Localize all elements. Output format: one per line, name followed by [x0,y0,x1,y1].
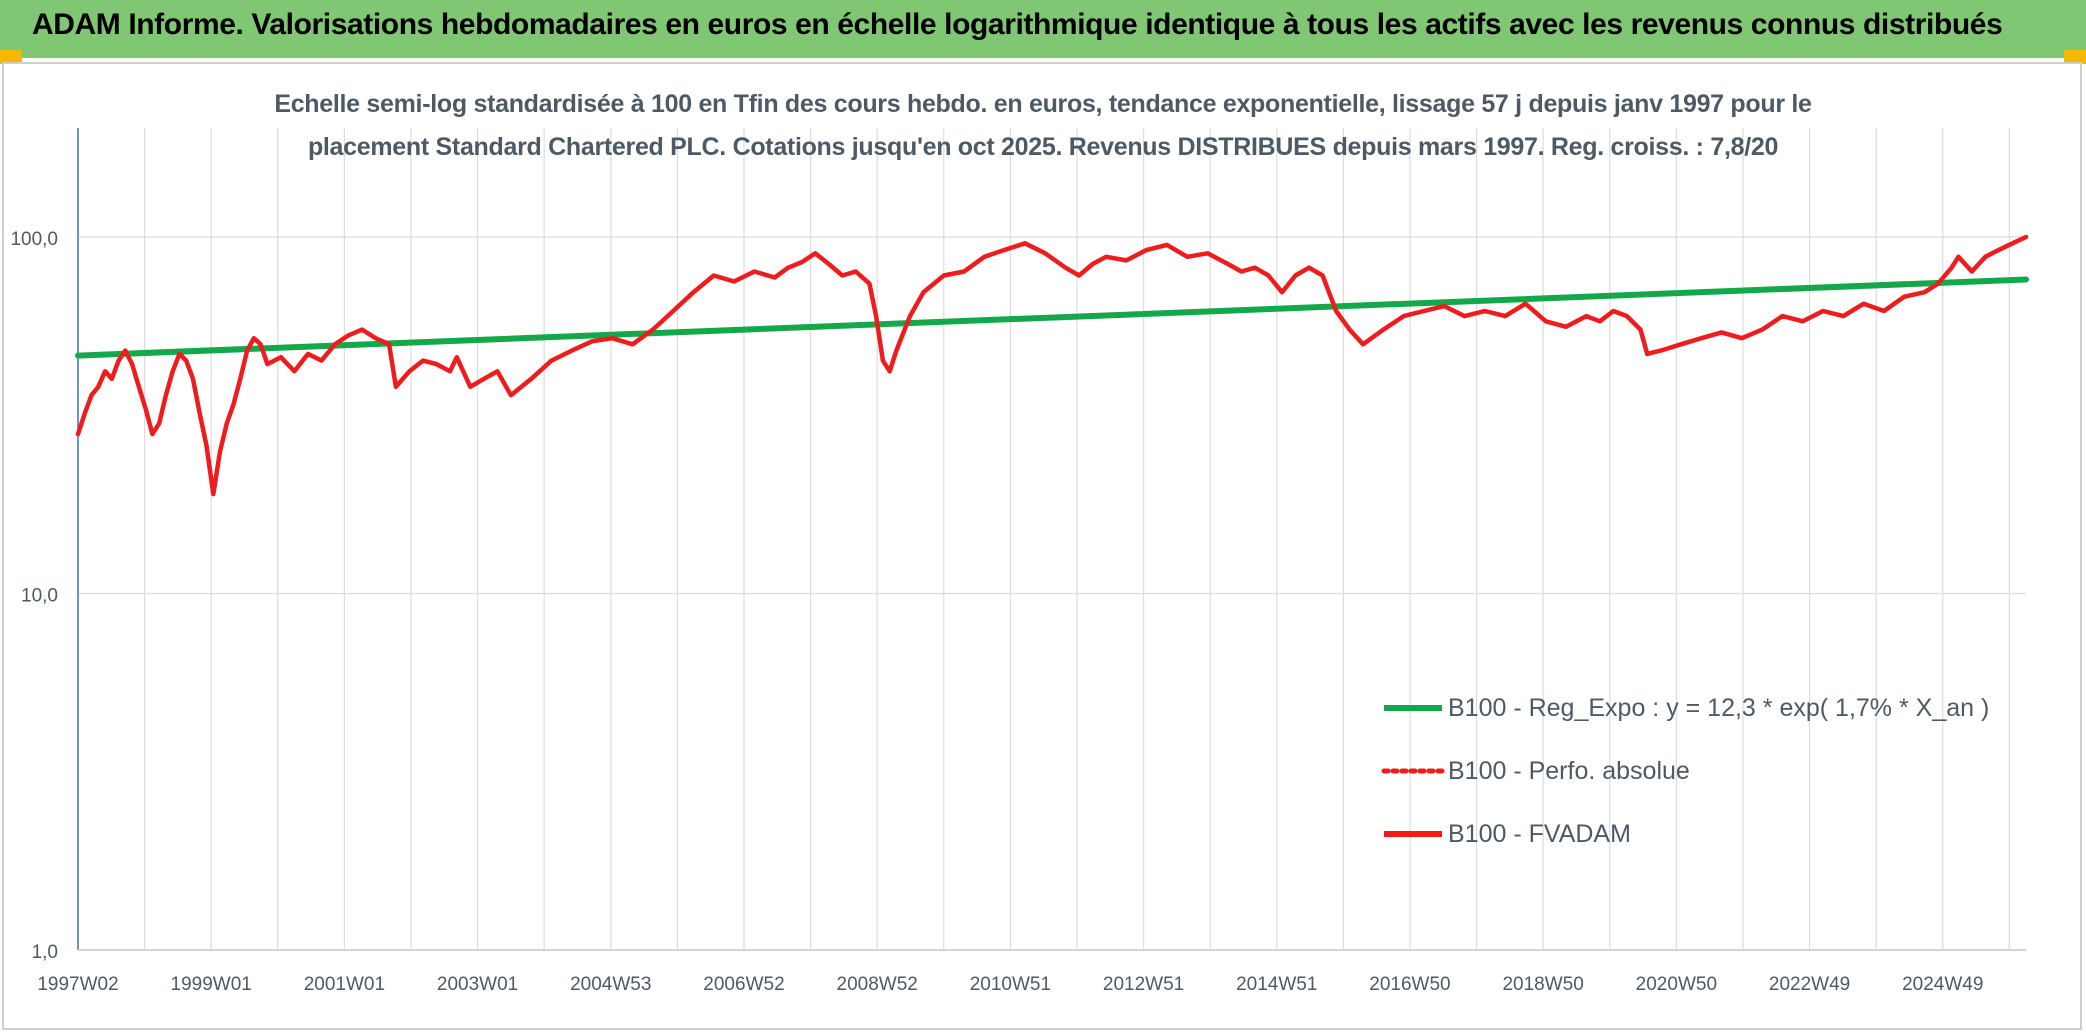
x-tick-label: 2024W49 [1902,974,1983,995]
x-tick-label: 2014W51 [1236,974,1317,995]
x-tick-label: 2016W50 [1369,974,1450,995]
x-tick-label: 2001W01 [304,974,385,995]
x-tick-label: 2006W52 [703,974,784,995]
legend: B100 - Reg_Expo : y = 12,3 * exp( 1,7% *… [1381,694,1989,848]
chart-title-line-2: placement Standard Chartered PLC. Cotati… [307,133,1779,161]
x-tick-label: 2004W53 [570,974,651,995]
axes: 1,0 10,0 100,0 1997W02 1999W01 2001W01 2003W01… [10,128,2026,995]
x-tick-label: 2022W49 [1769,974,1850,995]
x-tick-label: 2012W51 [1103,974,1184,995]
corner-accent-left [0,50,22,64]
report-banner: ADAM Informe. Valorisations hebdomadaire… [0,0,2086,58]
gridlines [77,128,2026,951]
legend-label: B100 - Reg_Expo : y = 12,3 * exp( 1,7% *… [1448,694,1989,722]
x-tick-label: 1999W01 [171,974,252,995]
corner-accent-right [2064,50,2086,64]
series [75,234,2029,497]
y-tick-label: 1,0 [32,942,58,963]
x-tick-label: 2020W50 [1636,974,1717,995]
x-tick-label: 2010W51 [970,974,1051,995]
regression-line [75,276,2029,359]
y-tick-label: 10,0 [21,586,58,607]
x-tick-label: 2008W52 [837,974,918,995]
legend-label: B100 - Perfo. absolue [1448,757,1690,785]
y-tick-label: 100,0 [10,229,58,250]
x-tick-label: 2018W50 [1502,974,1583,995]
report-title: ADAM Informe. Valorisations hebdomadaire… [32,8,2003,41]
x-tick-label: 1997W02 [37,974,118,995]
chart-title-line-1: Echelle semi-log standardisée à 100 en T… [274,90,1812,118]
x-tick-label: 2003W01 [437,974,518,995]
legend-label: B100 - FVADAM [1448,820,1631,848]
chart-frame [2,62,2082,1030]
fvadam-line [75,234,2029,497]
